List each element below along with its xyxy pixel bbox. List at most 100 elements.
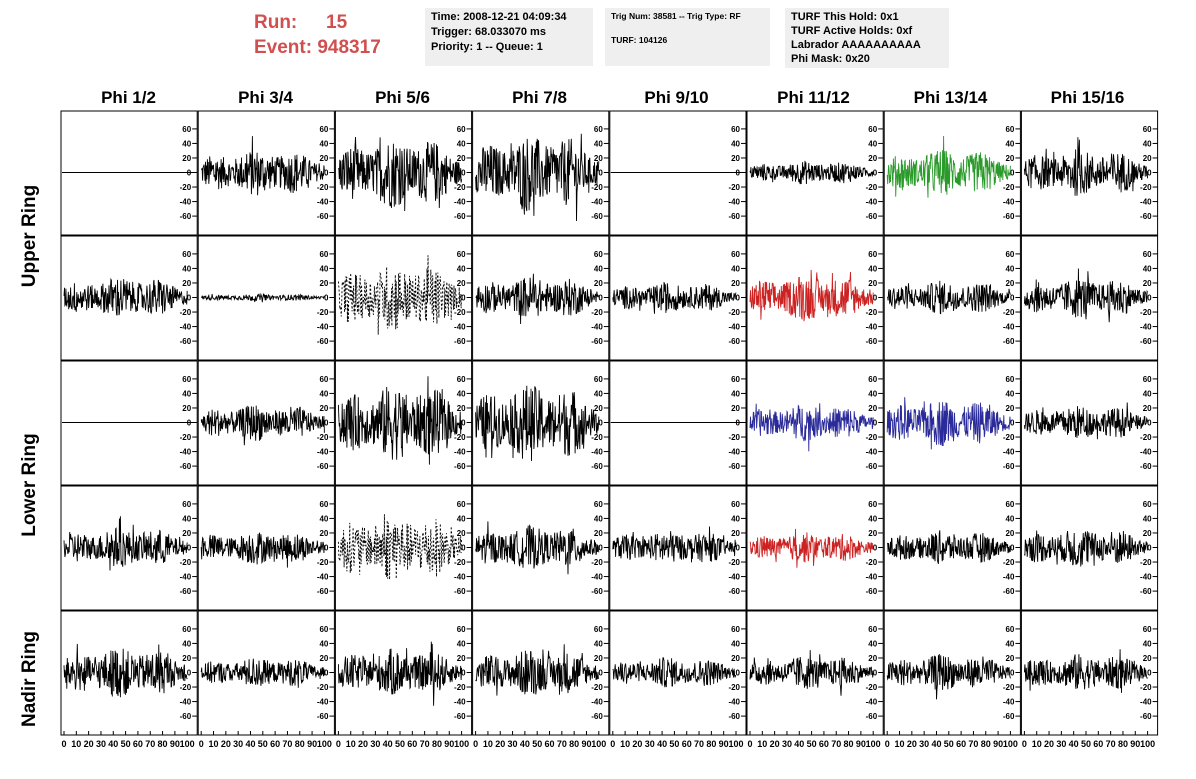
waveform-panel: -60 -40 -20 0 20 40 60	[472, 110, 610, 236]
y-tick-label: -40	[1003, 573, 1015, 582]
waveform-trace	[749, 528, 874, 568]
y-tick-label: -40	[317, 698, 329, 707]
y-tick-label: 20	[594, 529, 603, 538]
waveform-panel: -60 -40 -20 0 20 40 60	[334, 610, 473, 736]
y-tick-label: -60	[1140, 587, 1152, 596]
phi-label-3: Phi 5/6	[375, 88, 430, 107]
waveform-trace	[1023, 530, 1149, 567]
y-tick-label: -20	[591, 433, 603, 442]
y-tick-label: -40	[728, 698, 740, 707]
y-tick-label: -20	[728, 308, 740, 317]
x-tick-label: 0	[61, 739, 66, 749]
y-tick-label: 60	[457, 625, 466, 634]
x-tick-label: 70	[282, 739, 292, 749]
y-tick-label: 60	[594, 500, 603, 509]
waveform-trace	[886, 530, 1011, 564]
y-tick-label: 40	[457, 639, 466, 648]
y-tick-label: 0	[324, 169, 329, 178]
waveform-panel: -60 -40 -20 0 20 40 60	[197, 485, 335, 611]
x-tick-label: 100	[866, 739, 881, 749]
y-tick-label: -60	[1140, 212, 1152, 221]
panel-frame	[334, 485, 473, 611]
y-tick-label: 60	[182, 625, 191, 634]
y-tick-label: -40	[180, 323, 192, 332]
y-tick-label: 0	[461, 419, 466, 428]
waveform-panel: -60 -40 -20 0 20 40 60	[746, 235, 884, 361]
y-tick-label: 20	[457, 529, 466, 538]
y-tick-label: -60	[1140, 337, 1152, 346]
y-tick-label: -40	[317, 323, 329, 332]
x-tick-label: 40	[383, 739, 393, 749]
waveform-panel: -60 -40 -20 0 20 40 60	[1020, 235, 1159, 361]
waveform-trace	[63, 643, 188, 698]
x-tick-label: 20	[1044, 739, 1054, 749]
y-tick-label: -60	[728, 712, 740, 721]
y-tick-label: -60	[1140, 712, 1152, 721]
y-tick-label: -40	[454, 573, 466, 582]
x-tick-label: 10	[895, 739, 905, 749]
phi-label-6: Phi 11/12	[777, 88, 850, 107]
waveform-panel: -60 -40 -20 0 20 40 60	[60, 610, 198, 736]
y-tick-label: -60	[454, 337, 466, 346]
y-tick-label: -40	[1003, 448, 1015, 457]
waveform-trace	[337, 136, 463, 212]
y-tick-label: 60	[731, 375, 740, 384]
event-label: Event:	[254, 37, 313, 58]
y-tick-label: -40	[180, 198, 192, 207]
y-tick-label: -60	[728, 587, 740, 596]
y-tick-label: -40	[180, 448, 192, 457]
phi-label-8: Phi 15/16	[1050, 88, 1125, 107]
y-tick-label: 40	[868, 639, 877, 648]
y-tick-label: 60	[1005, 125, 1014, 134]
x-tick-label: 90	[856, 739, 866, 749]
waveform-panel: -60 -40 -20 0 20 40 60	[334, 485, 473, 611]
waveform-trace	[337, 376, 463, 465]
y-tick-label: 60	[182, 375, 191, 384]
waveform-trace	[886, 397, 1011, 450]
y-tick-label: -60	[728, 337, 740, 346]
waveform-trace	[337, 641, 463, 706]
y-tick-label: 40	[731, 264, 740, 273]
x-tick-label: 100	[1140, 739, 1155, 749]
waveform-panel: -60 -40 -20 0 20 40 60	[746, 360, 884, 486]
y-tick-label: -20	[180, 683, 192, 692]
y-tick-label: -60	[866, 337, 878, 346]
y-tick-label: 40	[182, 639, 191, 648]
y-tick-label: 60	[319, 625, 328, 634]
waveform-panel: -60 -40 -20 0 20 40 60	[883, 235, 1021, 361]
run-event-block: Run: 15 Event: 948317	[254, 10, 381, 60]
y-tick-label: 20	[457, 154, 466, 163]
waveform-trace	[200, 136, 325, 196]
y-tick-label: 60	[594, 125, 603, 134]
y-tick-label: 0	[598, 169, 603, 178]
waveform-trace	[200, 532, 325, 568]
x-tick-label: 60	[545, 739, 555, 749]
waveform-panel: -60 -40 -20 0 20 40 60	[197, 360, 335, 486]
x-tick-label: 20	[770, 739, 780, 749]
waveform-trace	[201, 292, 325, 303]
y-tick-label: -40	[728, 448, 740, 457]
y-tick-label: -20	[454, 308, 466, 317]
y-tick-label: 40	[594, 264, 603, 273]
x-tick-label: 90	[307, 739, 317, 749]
y-tick-label: -20	[454, 183, 466, 192]
y-tick-label: -40	[454, 198, 466, 207]
y-tick-label: -60	[180, 712, 192, 721]
y-tick-label: 0	[187, 669, 192, 678]
turf-active-line: TURF Active Holds: 0xf	[791, 25, 913, 37]
y-tick-label: 40	[731, 514, 740, 523]
y-tick-label: -20	[728, 183, 740, 192]
y-tick-label: 20	[594, 654, 603, 663]
y-tick-label: 0	[1010, 669, 1015, 678]
y-tick-label: 20	[182, 279, 191, 288]
y-tick-label: 0	[736, 294, 741, 303]
y-tick-label: 40	[731, 139, 740, 148]
x-tick-label: 10	[71, 739, 81, 749]
y-tick-label: -60	[728, 212, 740, 221]
x-tick-label: 20	[221, 739, 231, 749]
y-tick-label: -20	[866, 433, 878, 442]
y-tick-label: 60	[868, 250, 877, 259]
waveform-panel: -60 -40 -20 0 20 40 60	[472, 360, 610, 486]
x-tick-label: 0	[199, 739, 204, 749]
y-tick-label: -40	[317, 198, 329, 207]
